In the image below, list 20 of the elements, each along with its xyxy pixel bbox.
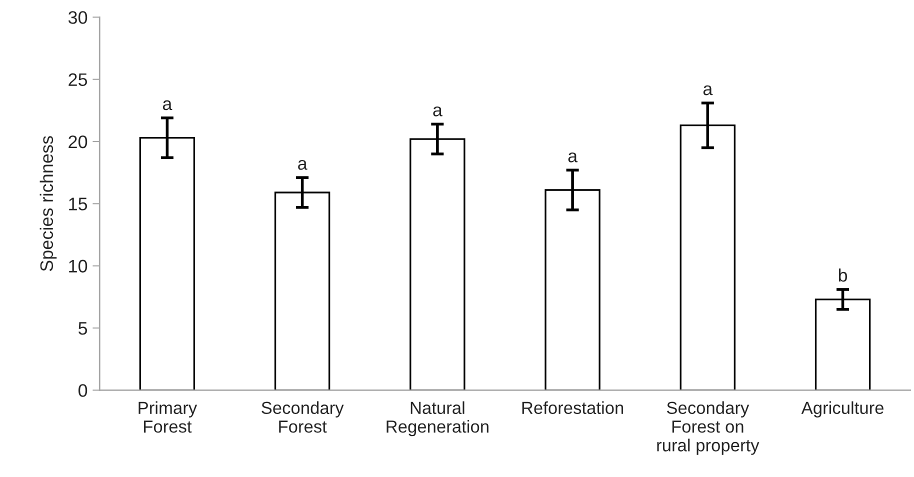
x-tick-label: Primary Forest (138, 401, 198, 433)
y-tick-label: 15 (69, 198, 88, 210)
annotation: a (703, 85, 713, 96)
annotation: a (433, 106, 442, 116)
annotation: b (838, 268, 848, 282)
annotation: a (298, 160, 308, 170)
x-tick-label: Secondary Forest (262, 401, 344, 433)
annotation: a (568, 152, 578, 162)
y-tick-label: 0 (78, 384, 88, 397)
y-tick-label: 10 (69, 260, 88, 273)
y-tick-label: 25 (68, 73, 88, 86)
y-axis-title: Species richness (40, 136, 57, 272)
annotation: a (162, 100, 172, 110)
x-tick-label: Secondary Forest on rural property (657, 401, 760, 455)
x-tick-label: Agriculture (801, 401, 884, 418)
y-tick-label: 5 (78, 322, 88, 335)
y-tick-label: 30 (68, 11, 88, 24)
x-tick-label: Reforestation (522, 401, 624, 414)
y-tick-label: 20 (68, 135, 88, 148)
x-tick-label: Natural Regeneration (386, 401, 488, 436)
